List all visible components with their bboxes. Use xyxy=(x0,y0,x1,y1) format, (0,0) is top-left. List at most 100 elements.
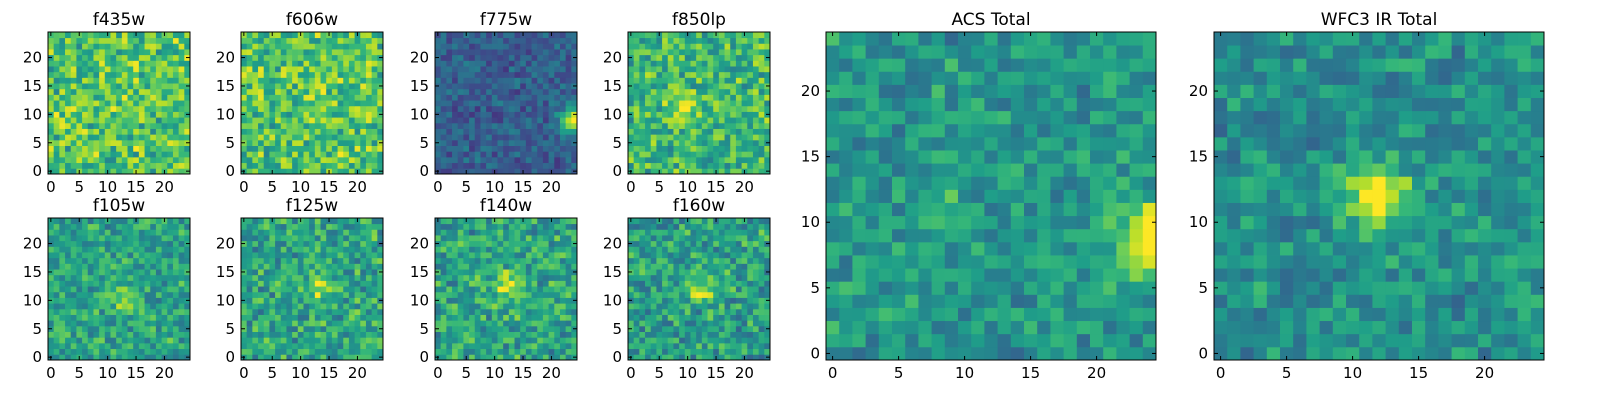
heatmap-cell xyxy=(520,162,527,169)
heatmap-cell xyxy=(76,71,83,78)
x-tick-label: 15 xyxy=(319,178,338,196)
heatmap-cell xyxy=(337,314,344,321)
heatmap-cell xyxy=(457,240,464,247)
heatmap-cell xyxy=(679,297,686,304)
heatmap-cell xyxy=(486,162,493,169)
heatmap-cell xyxy=(263,122,270,129)
heatmap-cell xyxy=(360,286,367,293)
heatmap-cell xyxy=(65,252,72,259)
heatmap-cell xyxy=(684,77,691,84)
heatmap-cell xyxy=(469,286,476,293)
heatmap-cell xyxy=(309,94,316,101)
heatmap-cell xyxy=(650,297,657,304)
heatmap-cell xyxy=(87,66,94,73)
heatmap-cell xyxy=(121,303,128,310)
heatmap-cell xyxy=(440,168,447,175)
heatmap-cell xyxy=(463,60,470,67)
heatmap-cell xyxy=(93,348,100,355)
heatmap-cell xyxy=(628,134,635,141)
heatmap-cell xyxy=(559,60,567,67)
heatmap-cell xyxy=(150,218,157,225)
heatmap-cell xyxy=(53,134,60,141)
heatmap-cell xyxy=(320,88,327,95)
heatmap-cell xyxy=(121,60,128,67)
heatmap-cell xyxy=(656,337,663,344)
heatmap-cell xyxy=(252,66,259,73)
heatmap-cell xyxy=(537,32,544,39)
heatmap-cell xyxy=(280,54,287,61)
heatmap-cell xyxy=(82,354,89,361)
heatmap-cell xyxy=(297,162,304,169)
heatmap-cell xyxy=(440,151,447,158)
heatmap-cell xyxy=(440,229,447,236)
heatmap-cell xyxy=(752,331,760,338)
heatmap-cell xyxy=(730,66,737,73)
heatmap-cell xyxy=(508,83,515,90)
heatmap-cell xyxy=(764,342,771,350)
heatmap-cell xyxy=(144,105,151,112)
heatmap-cell xyxy=(747,156,754,164)
heatmap-cell xyxy=(280,291,287,298)
heatmap-cell xyxy=(178,280,185,287)
heatmap-cell xyxy=(542,263,549,270)
heatmap-cell xyxy=(514,100,521,107)
heatmap-cell xyxy=(469,139,476,146)
heatmap-cell xyxy=(70,49,77,56)
heatmap-cell xyxy=(463,54,470,61)
heatmap-cell xyxy=(172,331,180,338)
heatmap-cell xyxy=(331,263,338,270)
heatmap-cell xyxy=(297,297,304,304)
heatmap-cell xyxy=(82,308,89,315)
heatmap-cell xyxy=(531,71,538,78)
heatmap-cell xyxy=(565,354,572,361)
heatmap-cell xyxy=(241,71,248,78)
heatmap-cell xyxy=(263,297,270,304)
heatmap-cell xyxy=(435,71,442,78)
heatmap-cell xyxy=(82,145,89,152)
heatmap-cell xyxy=(354,308,361,315)
heatmap-cell xyxy=(246,297,253,304)
heatmap-cell xyxy=(679,337,686,344)
heatmap-cell xyxy=(87,252,94,259)
heatmap-cell xyxy=(707,308,714,315)
heatmap-cell xyxy=(48,314,55,321)
heatmap-cell xyxy=(650,331,657,338)
heatmap-cell xyxy=(650,49,657,56)
heatmap-cell xyxy=(252,156,259,164)
heatmap-cell xyxy=(537,100,544,107)
heatmap-cell xyxy=(542,223,549,230)
heatmap-cell xyxy=(486,145,493,152)
heatmap-cell xyxy=(116,325,123,332)
heatmap-cell xyxy=(155,354,162,361)
heatmap-cell xyxy=(150,168,157,175)
heatmap-cell xyxy=(354,337,361,344)
heatmap-cell xyxy=(48,337,55,344)
heatmap-cell xyxy=(673,168,680,175)
heatmap-cell xyxy=(286,117,293,124)
heatmap-cell xyxy=(246,134,253,141)
heatmap-cell xyxy=(701,43,708,50)
heatmap-cell xyxy=(138,156,145,164)
heatmap-cell xyxy=(446,128,453,135)
heatmap-cell xyxy=(343,88,350,95)
heatmap-cell xyxy=(133,314,140,321)
heatmap-cell xyxy=(241,49,248,56)
heatmap-cell xyxy=(673,291,680,298)
heatmap-cell xyxy=(258,71,265,78)
heatmap-cell xyxy=(525,337,532,344)
heatmap-cell xyxy=(99,314,106,321)
heatmap-cell xyxy=(525,71,532,78)
heatmap-cell xyxy=(286,88,293,95)
heatmap-cell xyxy=(269,337,276,344)
heatmap-cell xyxy=(520,314,527,321)
heatmap-cell xyxy=(133,162,140,169)
heatmap-cell xyxy=(758,314,765,321)
heatmap-cell xyxy=(554,297,561,304)
heatmap-cell xyxy=(326,325,333,332)
heatmap-cell xyxy=(497,71,504,78)
heatmap-cell xyxy=(491,128,498,135)
heatmap-cell xyxy=(121,331,128,338)
heatmap-cell xyxy=(297,348,304,355)
heatmap-cell xyxy=(150,117,157,124)
heatmap-cell xyxy=(537,111,544,118)
